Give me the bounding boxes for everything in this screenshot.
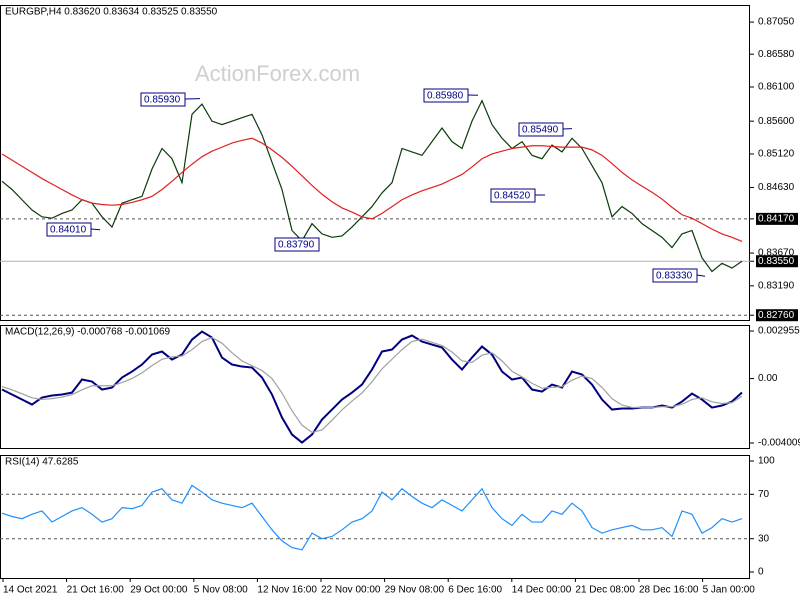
y-tick-label: 0.83550 [758,256,795,267]
x-tick-label: 14 Dec 00:00 [512,585,572,596]
price-label-box [756,309,798,322]
annotation-box [423,88,469,103]
series-line [1,99,743,273]
panel-frame [0,5,750,321]
panel-title: RSI(14) 47.6285 [5,457,79,468]
x-tick-label: 6 Dec 16:00 [448,585,502,596]
x-tick-label: 14 Oct 2021 [3,585,58,596]
annotation-leader [696,274,706,277]
y-tick-label: 0.86100 [758,82,795,93]
series-line [1,336,743,434]
annotation-box [140,92,186,107]
annotation-box [518,122,564,137]
annotation-label: 0.83330 [656,271,693,282]
price-label-box [756,212,798,225]
price-label-box [756,255,798,268]
y-tick-label: 0.85120 [758,149,795,160]
annotation-label: 0.84010 [50,225,87,236]
x-tick-label: 28 Dec 16:00 [639,585,699,596]
annotation-box [490,188,536,203]
annotation-label: 0.85490 [522,125,559,136]
y-tick-label: 0 [758,567,764,578]
y-tick-label: 0.84170 [758,214,795,225]
panel-frame [0,455,750,579]
x-tick-label: 21 Oct 16:00 [67,585,125,596]
series-line [1,484,743,551]
series-line [1,137,743,242]
annotation-label: 0.85930 [144,95,181,106]
watermark: ActionForex.com [195,61,360,86]
y-tick-label: 0.83190 [758,280,795,291]
y-tick-label: 0.86580 [758,49,795,60]
annotation-box [274,237,320,252]
annotation-label: 0.83790 [278,240,315,251]
x-tick-label: 29 Oct 00:00 [130,585,188,596]
y-tick-label: 0.87050 [758,17,795,28]
y-tick-label: 0.002955 [758,326,800,337]
panel-title: EURGBP,H4 0.83620 0.83634 0.83525 0.8355… [5,7,218,18]
x-tick-label: 29 Nov 08:00 [385,585,445,596]
y-tick-label: 70 [758,489,770,500]
annotation-box [46,222,92,237]
panel-title: MACD(12,26,9) -0.000768 -0.001069 [5,327,171,338]
annotation-leader [90,228,101,231]
annotation-label: 0.84520 [494,191,531,202]
x-tick-label: 5 Nov 08:00 [194,585,248,596]
x-tick-label: 5 Jan 00:00 [703,585,756,596]
y-tick-label: 30 [758,533,770,544]
y-tick-label: 0.00 [758,373,778,384]
y-tick-label: 100 [758,456,775,467]
y-tick-label: 0.84630 [758,182,795,193]
x-tick-label: 21 Dec 08:00 [575,585,635,596]
annotation-label: 0.85980 [427,91,464,102]
panel-frame [0,325,750,449]
y-tick-label: 0.82760 [758,310,795,321]
series-line [1,330,743,444]
y-tick-label: -0.004009 [758,438,800,449]
y-tick-label: 0.83670 [758,248,795,259]
y-tick-label: 0.85600 [758,116,795,127]
annotation-box [652,268,698,283]
x-tick-label: 12 Nov 16:00 [257,585,317,596]
x-tick-label: 22 Nov 00:00 [321,585,381,596]
